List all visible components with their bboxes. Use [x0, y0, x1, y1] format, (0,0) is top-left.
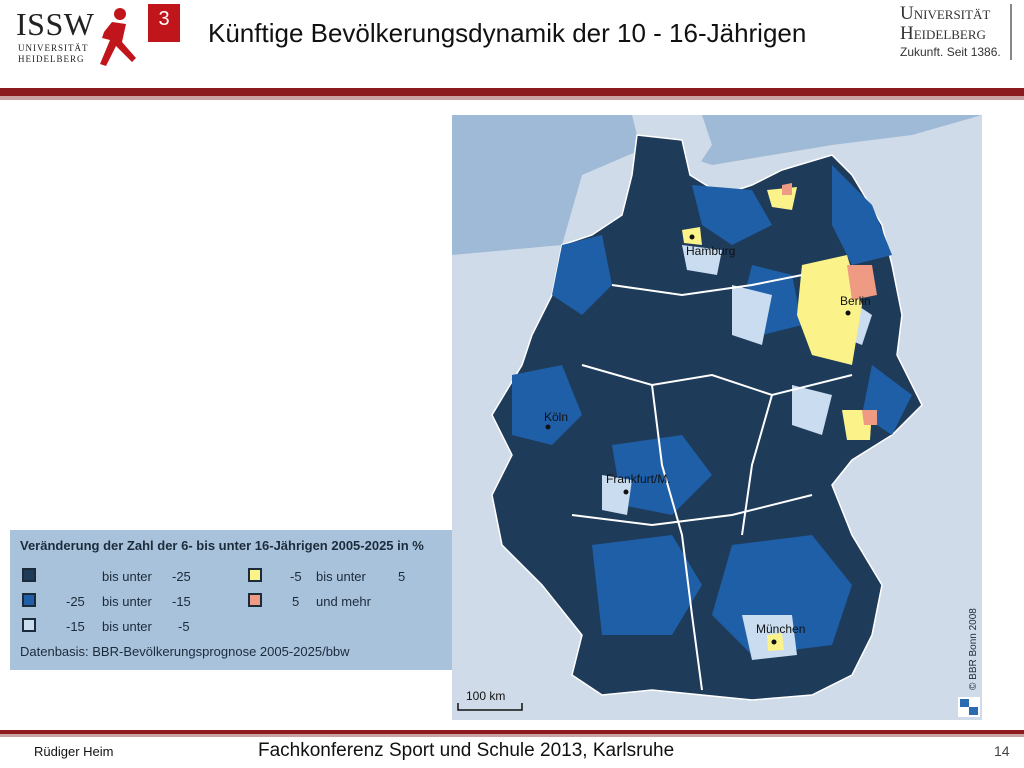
legend-from-5: 5: [292, 594, 300, 609]
city-markers: Hamburg Berlin Köln Frankfurt/M. München: [544, 234, 871, 645]
legend-conn-5: und mehr: [316, 594, 371, 609]
legend-to-4: 5: [398, 569, 406, 584]
border-1: [611, 274, 803, 297]
legend-swatch-salmon: [248, 593, 262, 607]
region-west: [512, 365, 582, 445]
legend-swatch-dark: [22, 568, 36, 582]
uni-logo-line1: Universität: [900, 3, 991, 24]
slide-section-badge: 3: [148, 4, 180, 42]
university-logo: Universität Heidelberg Zukunft. Seit 138…: [900, 4, 1016, 60]
legend-from-3: -15: [66, 619, 85, 634]
map-canvas: Hamburg Berlin Köln Frankfurt/M. München…: [452, 115, 982, 720]
runner-logo-icon: [100, 8, 136, 66]
legend-conn-3: bis unter: [102, 619, 152, 634]
region-hamburg-area: [682, 245, 722, 275]
legend-conn-1: bis unter: [102, 569, 152, 584]
uni-logo-divider: [1010, 4, 1012, 60]
legend-to-1: -25: [172, 569, 191, 584]
city-label-koeln: Köln: [544, 410, 568, 424]
footer-band-light: [0, 734, 1024, 737]
region-north-growth: [782, 183, 792, 195]
legend-swatch-light: [22, 618, 36, 632]
legend-to-3: -5: [178, 619, 190, 634]
region-nw: [552, 235, 612, 315]
legend-to-2: -15: [172, 594, 191, 609]
issw-logo-text: ISSW: [16, 6, 95, 42]
header-band-light: [0, 96, 1024, 100]
region-northeast: [832, 165, 892, 265]
region-center: [612, 435, 712, 515]
city-label-hamburg: Hamburg: [686, 244, 735, 258]
city-dot-berlin: [845, 310, 851, 316]
legend-conn-2: bis unter: [102, 594, 152, 609]
issw-sub-line1: UNIVERSITÄT: [18, 43, 89, 53]
city-dot-frankfurt: [623, 489, 629, 495]
state-borders: [571, 274, 853, 691]
page-title: Künftige Bevölkerungsdynamik der 10 - 16…: [208, 18, 807, 48]
header-band: [0, 88, 1024, 96]
region-thuringia: [792, 385, 832, 435]
bbr-logo-icon: [958, 697, 980, 717]
scale-line: [457, 703, 523, 711]
issw-sub-line2: HEIDELBERG: [18, 54, 85, 64]
scale-bar: 100 km: [457, 689, 523, 711]
city-label-frankfurt: Frankfurt/M.: [606, 472, 671, 486]
city-dot-muenchen: [771, 639, 777, 645]
footer-author: Rüdiger Heim: [34, 744, 114, 759]
border-4: [651, 384, 703, 691]
uni-logo-line3: Zukunft. Seit 1386.: [900, 45, 1001, 59]
legend-from-4: -5: [290, 569, 302, 584]
border-2: [581, 364, 853, 397]
region-berlin-east: [847, 265, 877, 300]
page-number: 14: [994, 743, 1010, 759]
region-southwest: [592, 535, 702, 635]
city-label-berlin: Berlin: [840, 294, 871, 308]
border-5: [741, 394, 773, 536]
footer-band: [0, 730, 1024, 734]
scale-label: 100 km: [466, 689, 505, 703]
map-legend: Veränderung der Zahl der 6- bis unter 16…: [10, 530, 452, 670]
legend-title: Veränderung der Zahl der 6- bis unter 16…: [20, 538, 424, 553]
legend-source: Datenbasis: BBR-Bevölkerungsprognose 200…: [20, 644, 350, 659]
city-label-muenchen: München: [756, 622, 805, 636]
legend-swatch-yellow: [248, 568, 262, 582]
region-north: [692, 185, 772, 245]
legend-from-2: -25: [66, 594, 85, 609]
city-dot-koeln: [545, 424, 551, 430]
footer-conference: Fachkonferenz Sport und Schule 2013, Kar…: [258, 740, 675, 761]
uni-logo-line2: Heidelberg: [900, 23, 986, 44]
growth-regions: [782, 183, 877, 425]
legend-conn-4: bis unter: [316, 569, 366, 584]
city-dot-hamburg: [689, 234, 695, 240]
region-hannover: [732, 285, 772, 345]
region-dresden-growth: [862, 410, 877, 425]
legend-swatch-mid: [22, 593, 36, 607]
germany-map: Hamburg Berlin Köln Frankfurt/M. München…: [452, 115, 982, 720]
map-copyright: © BBR Bonn 2008: [968, 608, 979, 690]
region-rhine-main: [602, 475, 632, 515]
region-berlin-surround: [797, 255, 862, 365]
issw-logo-subtitle: UNIVERSITÄT HEIDELBERG: [18, 43, 89, 65]
border-3: [571, 494, 813, 527]
